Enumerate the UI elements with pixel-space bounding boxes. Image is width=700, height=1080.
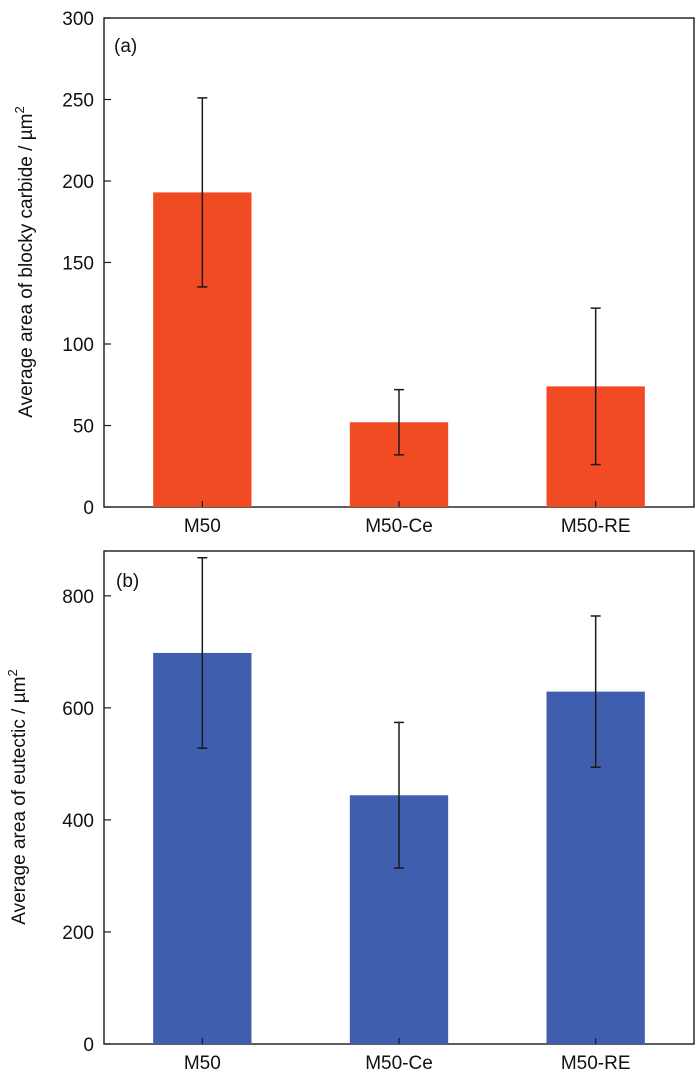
x-axis-categories-b: M50 M50-Ce M50-RE <box>184 1038 631 1074</box>
chart-panel-a: (a) Average area of blocky carbide / µm2… <box>12 9 695 537</box>
y-axis-ticks-a: 0 50 100 150 200 250 300 <box>62 9 111 519</box>
y-tick-label-a-6: 300 <box>62 9 94 30</box>
error-bar-a-1 <box>394 388 404 456</box>
error-bar-b-2 <box>590 615 601 768</box>
y-axis-label-text-a: Average area of blocky carbide / µm <box>16 114 37 418</box>
error-bar-a-2 <box>590 307 601 466</box>
category-label-a-1: M50-Ce <box>365 516 433 537</box>
y-tick-label-a-3: 150 <box>62 254 94 275</box>
y-tick-label-b-4: 800 <box>62 587 94 608</box>
y-axis-label-sup-b: 2 <box>5 669 20 676</box>
y-tick-label-a-0: 0 <box>83 498 94 519</box>
category-label-b-0: M50 <box>184 1053 221 1074</box>
error-bars-b <box>197 556 601 869</box>
bars-a <box>153 192 645 507</box>
y-tick-label-b-2: 400 <box>62 811 94 832</box>
error-bar-b-0 <box>197 556 208 749</box>
y-tick-label-a-1: 50 <box>73 417 94 438</box>
category-label-b-1: M50-Ce <box>365 1053 433 1074</box>
category-label-a-0: M50 <box>184 516 221 537</box>
y-axis-label-a: Average area of blocky carbide / µm2 <box>12 106 37 417</box>
x-axis-categories-a: M50 M50-Ce M50-RE <box>184 501 631 537</box>
category-label-a-2: M50-RE <box>561 516 631 537</box>
error-bars-a <box>197 97 601 466</box>
y-tick-label-a-4: 200 <box>62 172 94 193</box>
chart-panel-b: (b) Average area of eutectic / µm2 0 200 4… <box>5 550 695 1074</box>
error-bar-b-1 <box>394 721 404 869</box>
y-axis-ticks-b: 0 200 400 600 800 <box>62 587 111 1056</box>
y-axis-label-b: Average area of eutectic / µm2 <box>5 669 30 924</box>
y-tick-label-a-2: 100 <box>62 335 94 356</box>
y-tick-label-b-3: 600 <box>62 699 94 720</box>
y-tick-label-b-1: 200 <box>62 923 94 944</box>
bars-b <box>153 652 645 1044</box>
category-label-b-2: M50-RE <box>561 1053 631 1074</box>
y-tick-label-b-0: 0 <box>83 1035 94 1056</box>
y-axis-label-sup-a: 2 <box>12 106 27 113</box>
panel-label-a: (a) <box>114 36 137 57</box>
y-tick-label-a-5: 250 <box>62 91 94 112</box>
error-bar-a-0 <box>197 97 208 288</box>
panel-label-b: (b) <box>116 571 139 592</box>
y-axis-label-text-b: Average area of eutectic / µm <box>9 677 30 925</box>
